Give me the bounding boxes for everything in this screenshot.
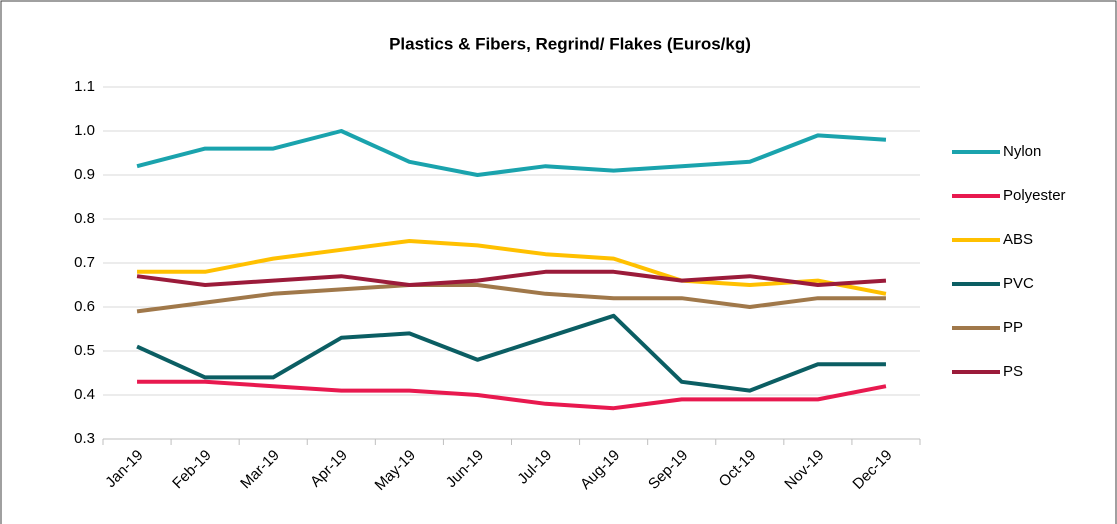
y-tick-label: 1.1	[74, 78, 95, 95]
series-line	[137, 239, 887, 296]
legend-label: PP	[1003, 319, 1023, 336]
series-line	[136, 269, 887, 287]
legend-label: ABS	[1003, 231, 1033, 248]
y-tick-label: 0.6	[74, 298, 95, 315]
y-tick-label: 0.8	[74, 210, 95, 227]
y-tick-label: 0.3	[74, 430, 95, 447]
y-tick-label: 0.7	[74, 254, 95, 271]
y-tick-label: 0.9	[74, 166, 95, 183]
legend-label: Nylon	[1003, 143, 1041, 160]
legend-label: PVC	[1003, 275, 1034, 292]
series-line	[136, 129, 887, 177]
y-tick-label: 1.0	[74, 122, 95, 139]
y-tick-label: 0.5	[74, 342, 95, 359]
series-line	[136, 283, 886, 314]
chart-title: Plastics & Fibers, Regrind/ Flakes (Euro…	[389, 34, 751, 53]
series-line	[136, 313, 886, 393]
y-tick-label: 0.4	[74, 386, 95, 403]
legend-label: PS	[1003, 363, 1023, 380]
series-line	[137, 379, 887, 411]
legend-label: Polyester	[1003, 187, 1066, 204]
